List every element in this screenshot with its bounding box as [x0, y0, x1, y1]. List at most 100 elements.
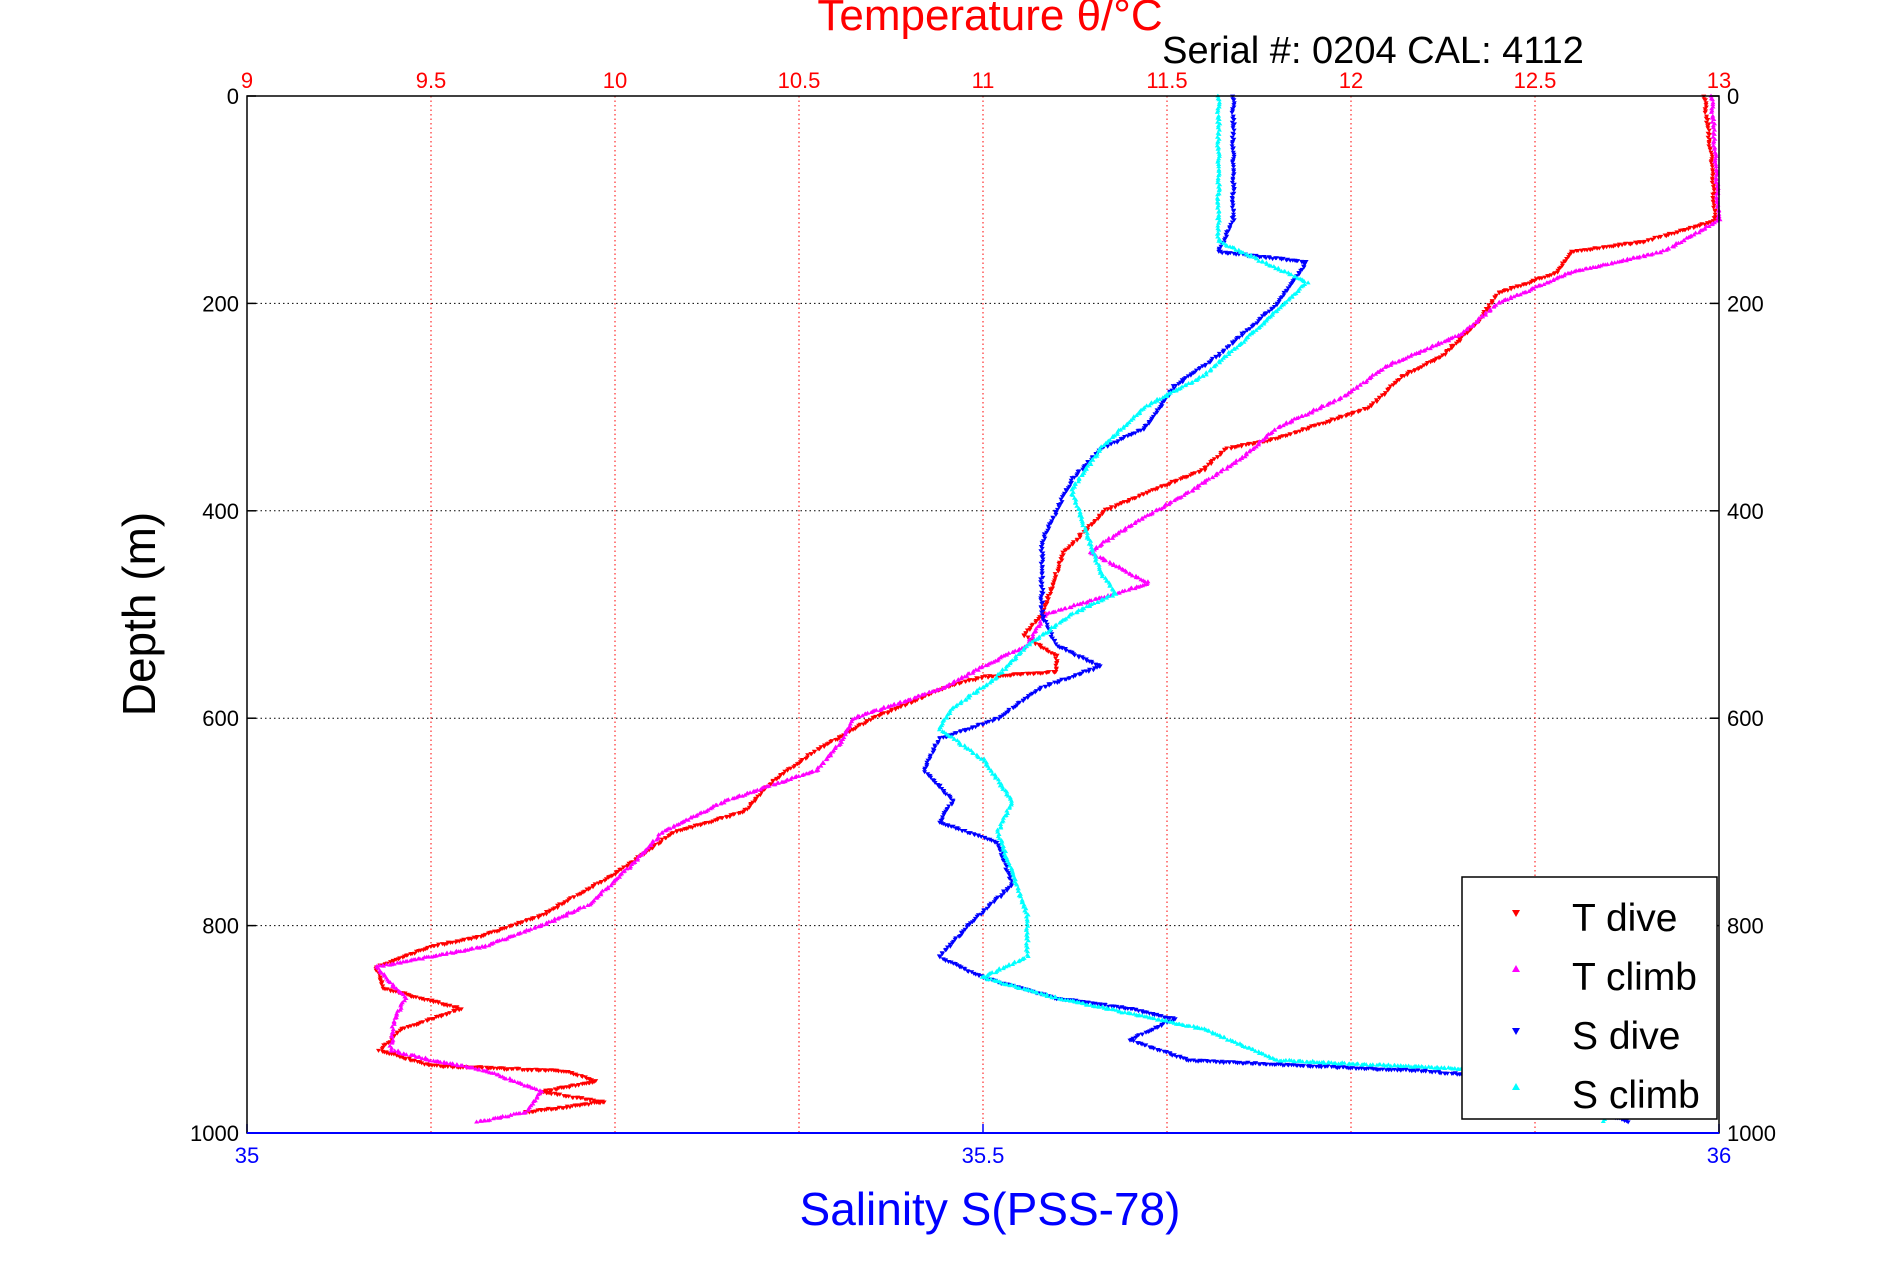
data-point-t-climb-601: [818, 763, 824, 768]
data-point-t-climb-852: [402, 998, 407, 1003]
data-point-s-dive-276: [1059, 495, 1065, 500]
data-point-s-climb-390: [980, 685, 986, 690]
data-point-t-dive-679: [666, 834, 672, 839]
data-point-t-climb-383: [1097, 543, 1103, 548]
data-point-s-climb-192: [1170, 389, 1176, 393]
data-point-s-climb-877: [1600, 1119, 1606, 1123]
data-point-s-climb-244: [1088, 462, 1094, 466]
data-point-t-climb-698: [635, 857, 640, 862]
data-point-t-climb-845: [394, 986, 399, 991]
data-point-s-dive-200: [1170, 384, 1176, 389]
data-point-t-dive-173: [1489, 301, 1495, 306]
data-point-s-climb-383: [992, 676, 998, 681]
data-point-s-climb-497: [1004, 857, 1010, 861]
data-point-s-climb-55: [1216, 212, 1222, 217]
data-point-s-dive-332: [1039, 610, 1044, 615]
data-point-s-dive-445: [957, 729, 963, 734]
data-point-t-climb-331: [1195, 485, 1201, 490]
data-point-t-dive-991: [529, 1068, 535, 1072]
data-point-s-climb-697: [1252, 1048, 1258, 1053]
data-point-s-dive-808: [1277, 1062, 1283, 1067]
data-point-s-climb-785: [1442, 1066, 1448, 1070]
data-point-t-climb-404: [1117, 565, 1123, 570]
data-point-s-dive-128: [1288, 282, 1294, 287]
data-point-t-climb-459: [1062, 606, 1067, 611]
data-point-s-dive-827: [1318, 1065, 1324, 1070]
tick-label-depth-left-400: 400: [202, 499, 239, 524]
data-point-t-climb-754: [535, 924, 541, 929]
data-point-t-dive-1082: [588, 1101, 594, 1106]
data-point-s-dive-479: [932, 781, 938, 785]
data-point-t-dive-315: [1228, 446, 1234, 451]
data-point-t-dive-54: [1712, 209, 1718, 214]
data-point-s-climb-16: [1216, 127, 1222, 132]
data-point-s-dive-297: [1042, 536, 1048, 541]
data-point-s-dive-513: [956, 827, 962, 832]
data-point-t-dive-46: [1710, 192, 1716, 197]
data-point-t-climb-328: [1199, 480, 1205, 485]
data-point-t-climb-876: [389, 1045, 395, 1050]
data-point-s-dive-242: [1108, 442, 1114, 447]
data-point-s-climb-140: [1261, 321, 1267, 326]
data-point-s-dive-192: [1185, 374, 1191, 379]
data-point-t-dive-414: [1056, 562, 1062, 566]
data-point-t-climb-704: [624, 866, 630, 871]
data-point-t-dive-198: [1453, 341, 1459, 346]
data-point-t-dive-1091: [569, 1104, 575, 1109]
data-point-t-climb-161: [1508, 296, 1514, 300]
data-point-t-climb-191: [1455, 333, 1461, 338]
data-point-t-climb-932: [503, 1076, 509, 1081]
data-point-s-dive-729: [1143, 1030, 1149, 1035]
data-point-t-climb-790: [461, 948, 467, 953]
data-point-s-climb-52: [1215, 205, 1221, 210]
data-point-s-dive-590: [952, 937, 958, 942]
data-point-s-dive-407: [1028, 692, 1034, 697]
data-point-t-dive-242: [1377, 396, 1382, 401]
data-point-t-climb-917: [473, 1066, 479, 1071]
data-point-t-climb-588: [836, 742, 842, 747]
data-point-s-climb-318: [1103, 595, 1109, 600]
data-point-s-dive-152: [1254, 321, 1260, 326]
data-point-t-dive-621: [773, 777, 779, 782]
data-point-t-climb-936: [512, 1079, 518, 1083]
data-point-t-climb-228: [1382, 364, 1388, 369]
tick-label-depth-left-800: 800: [202, 914, 239, 939]
data-point-t-dive-704: [621, 865, 627, 870]
data-point-s-dive-316: [1038, 577, 1044, 582]
data-point-t-climb-916: [470, 1065, 476, 1070]
data-point-t-climb-408: [1124, 569, 1130, 574]
data-point-s-climb-70: [1221, 241, 1227, 246]
data-point-s-dive-277: [1058, 497, 1064, 502]
data-point-t-climb-198: [1441, 339, 1447, 344]
data-point-t-climb-4: [1710, 102, 1716, 107]
legend-marker-s-dive: [1512, 1028, 1520, 1035]
data-point-t-dive-323: [1215, 455, 1221, 460]
data-point-s-climb-173: [1207, 368, 1213, 373]
data-point-t-climb-285: [1276, 425, 1281, 430]
data-point-s-dive-361: [1076, 655, 1082, 660]
data-point-t-dive-777: [480, 933, 486, 938]
data-point-s-climb-240: [1092, 454, 1098, 459]
data-point-s-climb-143: [1256, 325, 1261, 330]
data-point-t-dive-346: [1172, 480, 1178, 485]
tick-label-temperature-9.5: 9.5: [416, 68, 447, 93]
data-point-t-dive-12: [1703, 120, 1709, 125]
data-point-t-dive-906: [397, 1028, 403, 1033]
data-point-s-dive-472: [922, 770, 928, 775]
data-point-t-climb-300: [1250, 447, 1256, 451]
data-point-t-dive-28: [1709, 154, 1715, 159]
data-point-t-dive-305: [1250, 442, 1256, 447]
data-point-t-dive-811: [408, 952, 414, 957]
data-point-t-dive-1028: [579, 1082, 585, 1087]
data-point-t-climb-703: [627, 865, 633, 870]
data-point-t-climb-682: [656, 832, 662, 837]
data-point-s-dive-118: [1301, 265, 1307, 270]
data-point-t-dive-549: [908, 701, 914, 706]
data-point-t-climb-414: [1135, 575, 1141, 580]
data-point-s-dive-260: [1080, 467, 1086, 472]
data-point-s-climb-216: [1128, 417, 1134, 422]
data-point-s-dive-466: [925, 758, 931, 763]
data-point-s-dive-432: [984, 720, 990, 725]
data-point-s-climb-516: [1018, 894, 1024, 899]
data-point-t-climb-174: [1483, 310, 1489, 315]
